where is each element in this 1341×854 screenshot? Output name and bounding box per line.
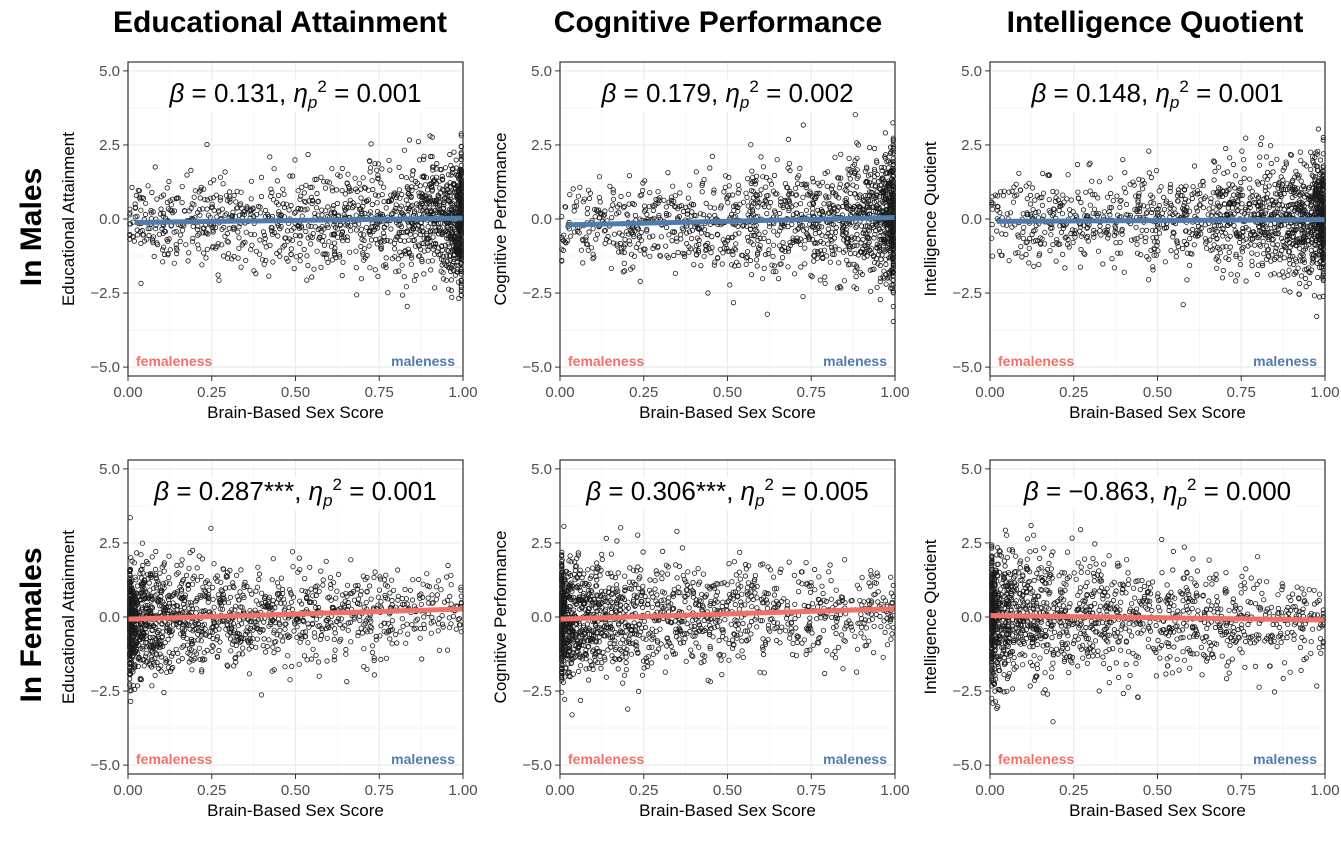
column-title-educational-attainment: Educational Attainment (60, 6, 500, 40)
y-tick-label: 5.0 (961, 63, 982, 80)
y-tick-label: −2.5 (90, 285, 120, 302)
y-tick-label: 2.5 (531, 137, 552, 154)
maleness-label: maleness (391, 353, 455, 369)
x-tick-label: 0.75 (365, 384, 394, 401)
y-tick-label: −5.0 (522, 359, 552, 376)
x-tick-label: 0.25 (629, 384, 658, 401)
femaleness-label: femaleness (998, 353, 1074, 369)
maleness-label: maleness (1253, 353, 1317, 369)
y-tick-label: 0.0 (99, 211, 120, 228)
x-tick-label: 0.25 (1059, 384, 1088, 401)
x-tick-label: 0.25 (197, 384, 226, 401)
column-title-intelligence-quotient: Intelligence Quotient (935, 6, 1341, 40)
x-axis-title: Brain-Based Sex Score (1069, 403, 1246, 422)
y-tick-label: 0.0 (961, 211, 982, 228)
y-tick-label: −5.0 (90, 359, 120, 376)
x-tick-label: 0.00 (545, 384, 574, 401)
x-axis-title: Brain-Based Sex Score (639, 403, 816, 422)
x-tick-label: 0.00 (113, 384, 142, 401)
statistics-annotation: β = 0.148, ηp2 = 0.001 (1030, 77, 1283, 112)
x-tick-label: 0.00 (975, 384, 1004, 401)
femaleness-label: femaleness (568, 353, 644, 369)
statistics-annotation: β = 0.131, ηp2 = 0.001 (168, 77, 421, 112)
x-tick-label: 0.50 (1143, 384, 1172, 401)
statistics-annotation: β = 0.179, ηp2 = 0.002 (600, 77, 853, 112)
femaleness-label: femaleness (136, 353, 212, 369)
y-tick-label: −2.5 (522, 285, 552, 302)
y-axis-title: Cognitive Performance (491, 133, 510, 306)
y-tick-label: 2.5 (99, 137, 120, 154)
y-axis-title: Educational Attainment (59, 132, 78, 306)
x-tick-label: 0.50 (281, 384, 310, 401)
y-tick-label: 5.0 (531, 63, 552, 80)
y-tick-label: 5.0 (99, 63, 120, 80)
x-axis-title: Brain-Based Sex Score (207, 403, 384, 422)
column-title-cognitive-performance: Cognitive Performance (498, 6, 938, 40)
maleness-label: maleness (823, 353, 887, 369)
y-tick-label: 0.0 (531, 211, 552, 228)
y-tick-label: 2.5 (961, 137, 982, 154)
scatter-panel-0-2: −5.0 −2.5 0.0 2.5 5.0 0.00 0.25 0.50 0.75 1.00 Bra… (880, 52, 1341, 456)
y-axis-title: Intelligence Quotient (921, 141, 940, 296)
y-tick-label: −2.5 (952, 285, 982, 302)
x-tick-label: 0.75 (1227, 384, 1256, 401)
regression-line (997, 220, 1325, 222)
y-tick-label: −5.0 (952, 359, 982, 376)
x-tick-label: 0.50 (713, 384, 742, 401)
x-tick-label: 0.75 (797, 384, 826, 401)
x-tick-label: 1.00 (1310, 384, 1339, 401)
